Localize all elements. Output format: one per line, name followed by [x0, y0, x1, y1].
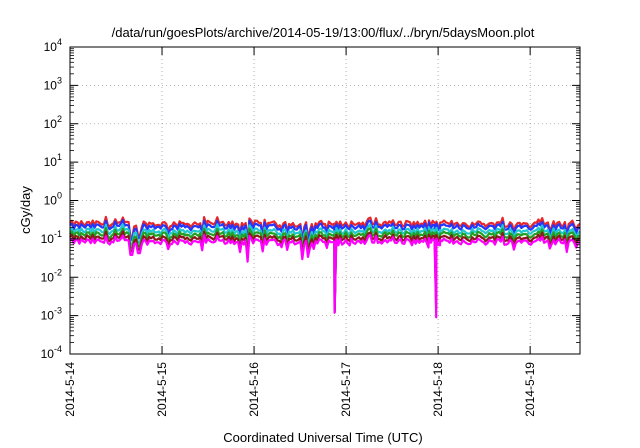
- x-tick-label: 2014-5-15: [155, 362, 169, 417]
- y-tick-label: 104: [44, 37, 62, 54]
- series-line-4: [69, 227, 581, 313]
- series-line-6: [69, 233, 581, 319]
- series-line-2: [69, 219, 581, 313]
- x-tick-label: 2014-5-17: [339, 362, 353, 417]
- y-tick-label: 10-3: [41, 306, 62, 323]
- y-tick-label: 10-4: [41, 344, 62, 361]
- y-tick-label: 101: [44, 152, 62, 169]
- x-tick-labels: 2014-5-14 2014-5-15 2014-5-16 2014-5-17 2014…: [63, 362, 537, 417]
- y-tick-label: 103: [44, 75, 62, 92]
- series-line-5: [69, 230, 581, 314]
- y-tick-label: 10-1: [41, 229, 62, 246]
- x-tick-label: 2014-5-16: [247, 362, 261, 417]
- series-line-3: [69, 223, 581, 313]
- x-tick-label: 2014-5-19: [523, 362, 537, 417]
- x-tick-label: 2014-5-18: [431, 362, 445, 417]
- chart-title: /data/run/goesPlots/archive/2014-05-19/1…: [112, 25, 535, 40]
- y-axis-title: cGy/day: [18, 186, 33, 234]
- tick-marks: [69, 46, 580, 355]
- grid-lines: [70, 47, 580, 354]
- y-tick-labels: 10-4 10-3 10-2 10-1 100 101 102 103 104: [41, 37, 62, 361]
- series-layer: [69, 215, 581, 319]
- y-tick-label: 102: [44, 114, 62, 131]
- x-axis-title: Coordinated Universal Time (UTC): [223, 430, 422, 445]
- y-tick-label: 10-2: [41, 267, 62, 284]
- y-tick-label: 100: [44, 191, 62, 208]
- x-tick-label: 2014-5-14: [63, 362, 77, 417]
- series-line-1: [69, 215, 581, 312]
